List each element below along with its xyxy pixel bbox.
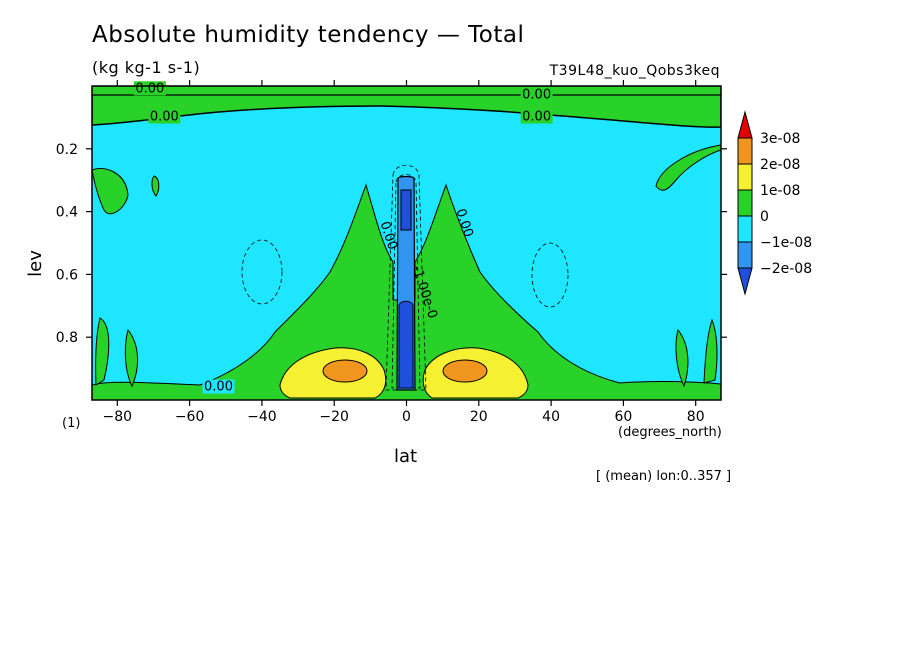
contour-label-bg	[202, 379, 235, 394]
fill-right-patch-3	[675, 328, 689, 388]
colorbar-label: 0	[760, 209, 769, 225]
colorbar-label: 1e-08	[760, 183, 800, 199]
colorbar-box	[737, 241, 753, 269]
colorbar-box	[737, 215, 753, 243]
fill-right-patch-1	[655, 144, 721, 191]
y-axis-label: lev	[24, 250, 46, 277]
y-tick-label: 0.4	[56, 205, 78, 221]
contour-label: 0.00	[135, 81, 164, 96]
contour-label: 0.00	[150, 110, 179, 125]
fill-left-patch-2	[95, 317, 110, 386]
fill-left-patch-3	[124, 328, 138, 388]
y-axis: 0.2 0.4 0.6 0.8	[56, 142, 727, 346]
colorbar: 3e-08 2e-08 1e-08 0 −1e-08 −2e-08	[737, 110, 812, 296]
dashed-contour-right	[531, 242, 569, 308]
chart-title: Absolute humidity tendency — Total	[92, 22, 525, 48]
x-tick-label: 40	[542, 409, 560, 425]
dashed-contour-left	[241, 239, 283, 305]
x-axis-units: (degrees_north)	[618, 425, 722, 440]
x-axis-label: lat	[394, 446, 418, 467]
experiment-name: T39L48_kuo_Qobs3keq	[549, 63, 720, 79]
colorbar-top-triangle	[737, 110, 753, 139]
x-tick-label: 0	[402, 409, 411, 425]
x-tick-label: −40	[247, 409, 277, 425]
colorbar-box	[737, 163, 753, 191]
colorbar-label: 3e-08	[760, 131, 800, 147]
y-tick-label: 0.6	[56, 267, 78, 283]
fill-orange-left	[322, 359, 368, 383]
dashed-contour-center-inner	[391, 174, 421, 389]
x-tick-label: −80	[103, 409, 133, 425]
colorbar-label: −2e-08	[760, 261, 812, 277]
y-tick-label: 0.8	[56, 330, 78, 346]
contour-label: 0.00	[522, 88, 551, 103]
x-tick-label: 80	[687, 409, 705, 425]
colorbar-box	[737, 189, 753, 217]
fill-upper-band-top	[92, 86, 721, 96]
contour-label: 0.00	[204, 380, 233, 395]
x-tick-label: 60	[614, 409, 632, 425]
x-tick-label: 20	[470, 409, 488, 425]
y-tick-label: 0.2	[56, 142, 78, 158]
colorbar-bottom-triangle	[737, 267, 753, 296]
contour-label-bg	[148, 109, 181, 124]
contour-label-bg	[520, 109, 553, 124]
colorbar-label: −1e-08	[760, 235, 812, 251]
fill-darkblue-column	[398, 189, 414, 389]
dashed-contour-center-outer	[385, 164, 427, 391]
x-tick-label: −20	[319, 409, 349, 425]
fill-left-patch-1	[92, 168, 129, 215]
fill-orange-right	[442, 359, 488, 383]
fill-right-patch-2	[703, 318, 718, 384]
contour-fills	[92, 86, 721, 400]
fill-left-patch-4	[151, 175, 160, 197]
panel-label: (1)	[62, 416, 81, 431]
contour-label-bg	[520, 87, 553, 102]
mean-footnote: [ (mean) lon:0..357 ]	[596, 469, 732, 484]
contour-label-bg	[133, 81, 166, 96]
chart-units: (kg kg-1 s-1)	[92, 58, 201, 77]
colorbar-label: 2e-08	[760, 157, 800, 173]
x-tick-label: −60	[175, 409, 205, 425]
x-axis: −80 −60 −40 −20 0 20 40 60 80	[103, 80, 705, 425]
colorbar-box	[737, 137, 753, 165]
contour-label: 0.00	[522, 110, 551, 125]
